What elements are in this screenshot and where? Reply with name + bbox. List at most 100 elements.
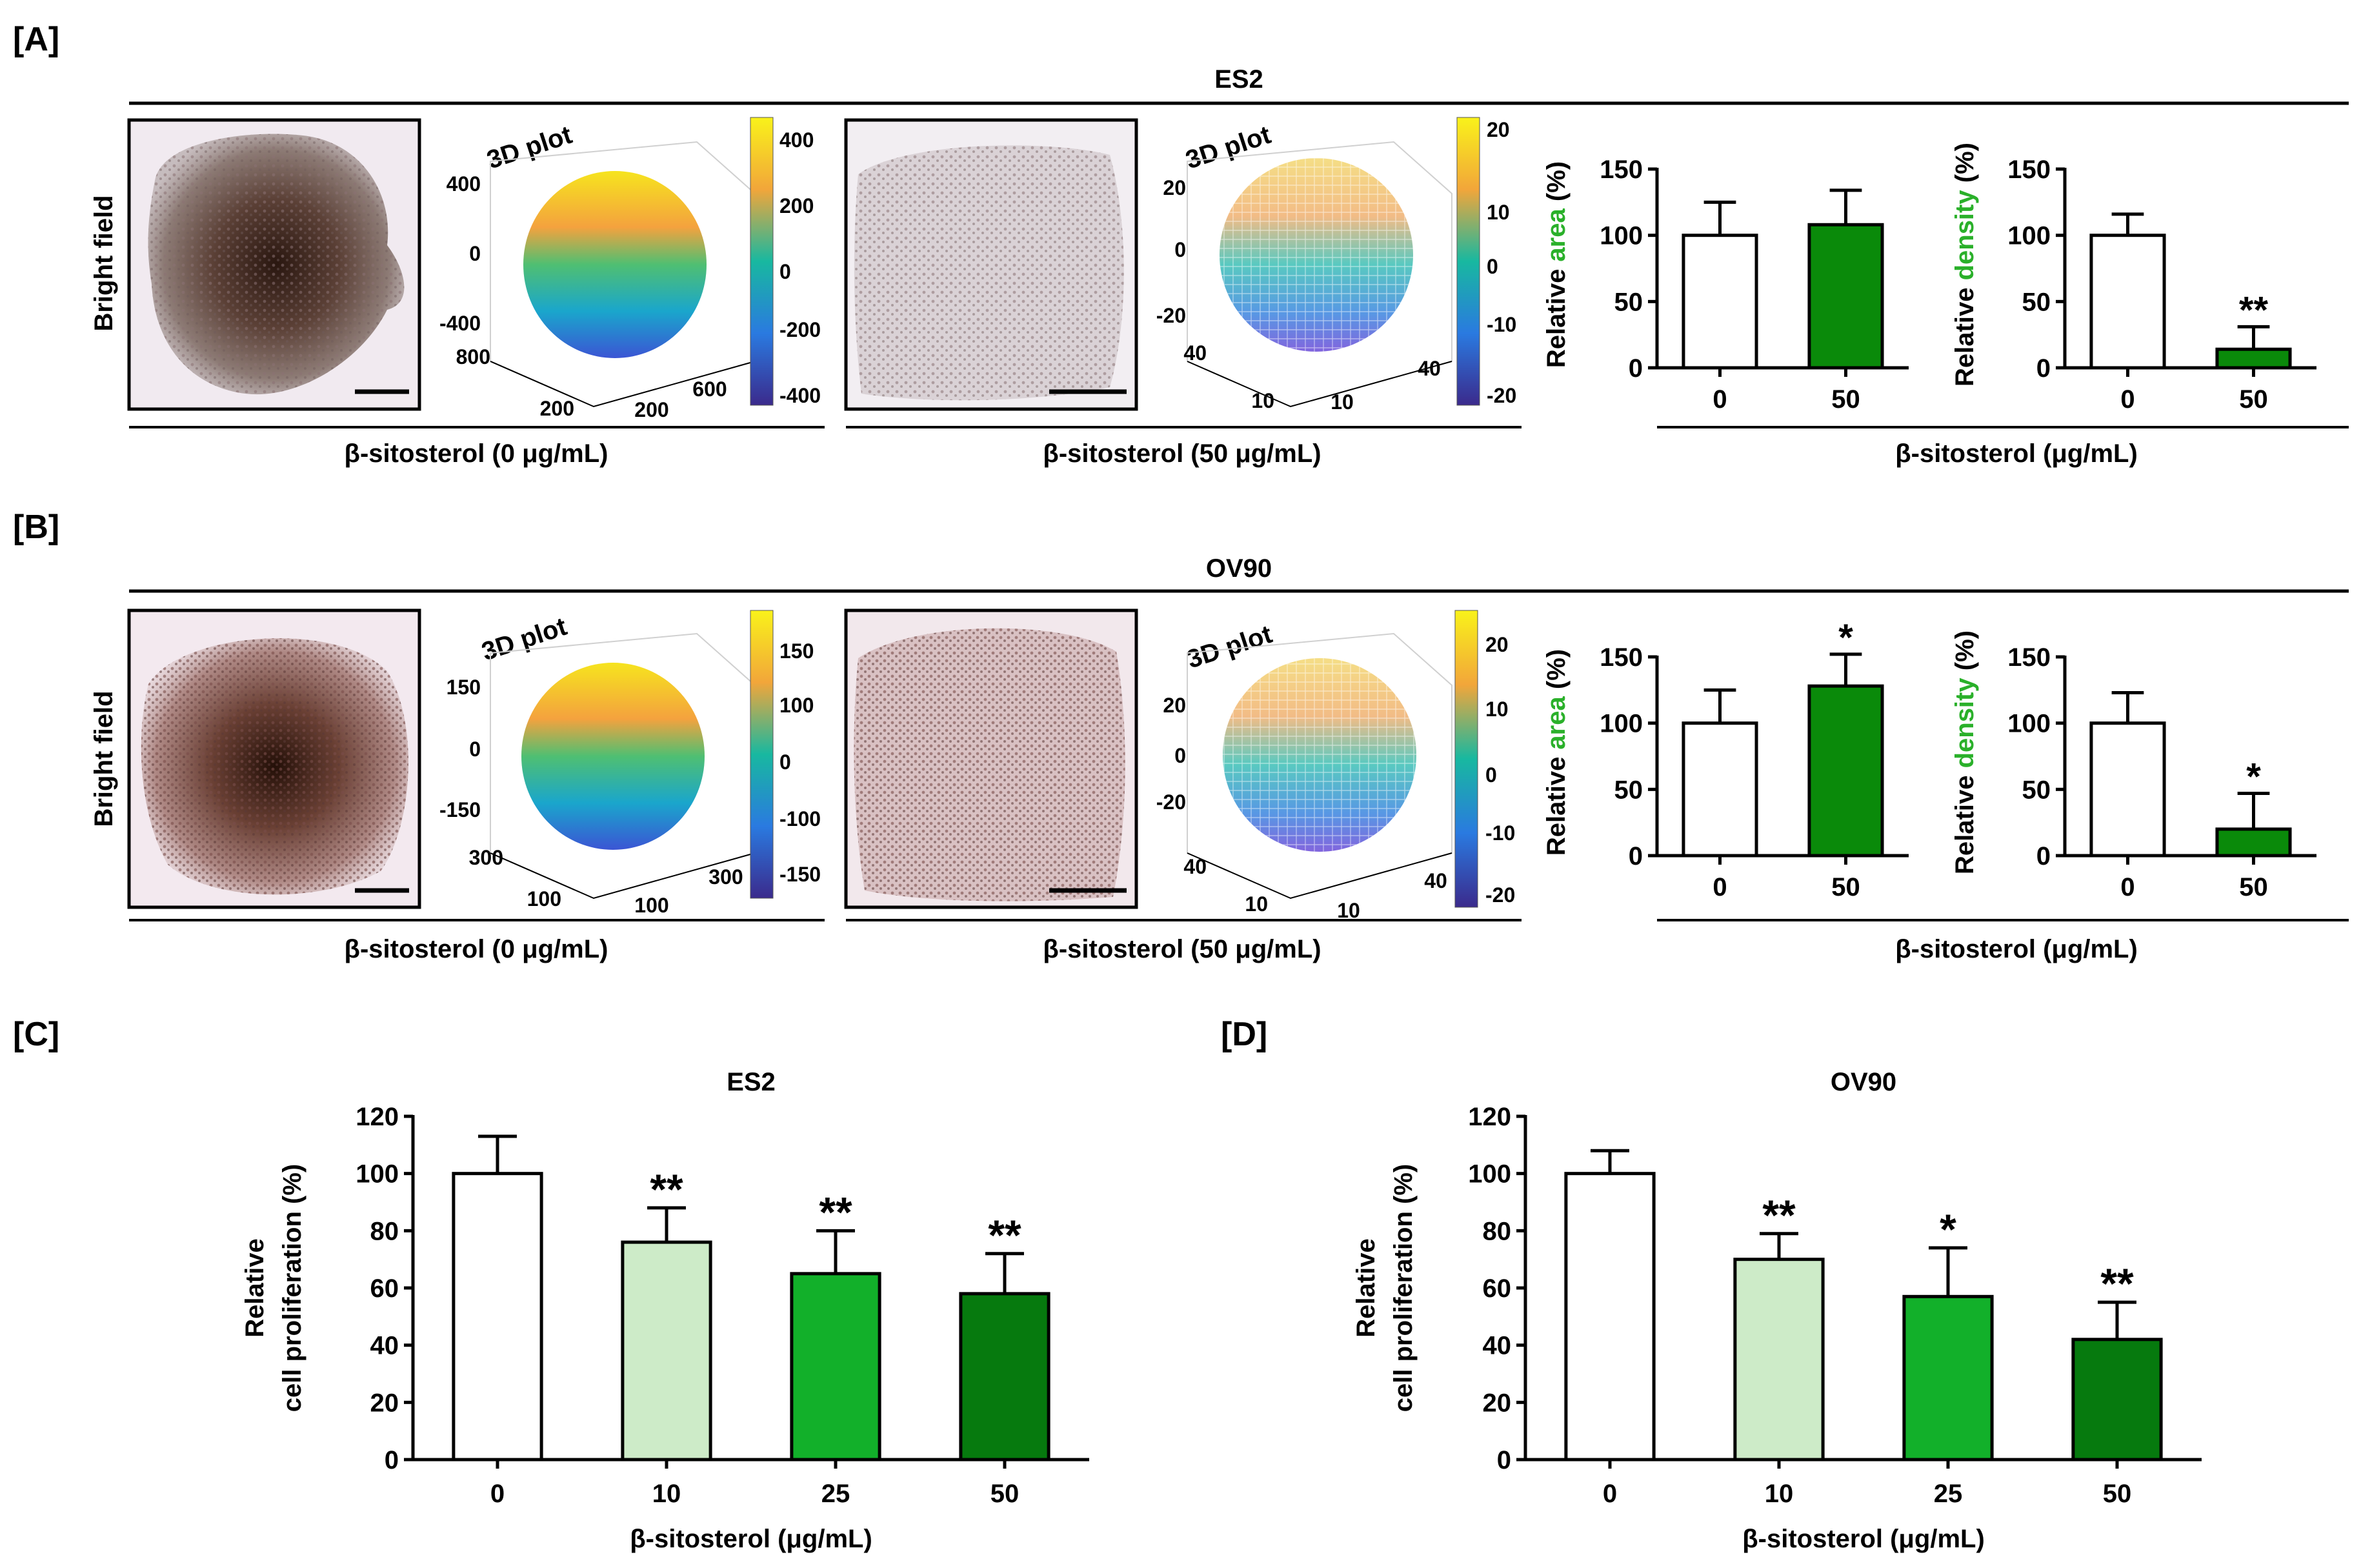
- x-tick: 10: [1337, 899, 1360, 922]
- significance-label: **: [2100, 1260, 2134, 1307]
- z-tick: -400: [439, 312, 481, 335]
- x-tick-label: 25: [1934, 1480, 1963, 1508]
- caption-50: β-sitosterol (50 μg/mL): [1043, 935, 1321, 963]
- y-tick-label: 60: [1483, 1274, 1512, 1303]
- bar: [2215, 347, 2292, 370]
- panel-d: [D] 0 20 40 60 80 100 120 0 10 ** 25 * 50 ** OV90 β-sit…: [1221, 1016, 2202, 1553]
- bar: [2071, 1338, 2163, 1462]
- x-tick-label: 10: [652, 1480, 681, 1508]
- colorbar: [1454, 610, 1478, 908]
- y-tick-label: 100: [1600, 710, 1643, 738]
- y-tick-label: 20: [1483, 1389, 1512, 1417]
- z-tick: 0: [1174, 744, 1186, 767]
- plot-title: 3D plot: [483, 121, 576, 175]
- z-tick: -150: [439, 798, 481, 821]
- colorbar-tick: 20: [1487, 118, 1510, 141]
- z-tick: 0: [469, 738, 481, 761]
- chart-xlabel: β-sitosterol (μg/mL): [1742, 1525, 1985, 1553]
- x-tick-label: 50: [1831, 385, 1860, 414]
- y-tick-label: 120: [356, 1103, 399, 1131]
- y-tick-label: 150: [1600, 643, 1643, 672]
- y-tick-label: 0: [1497, 1446, 1511, 1474]
- y-tick-label: 0: [2036, 842, 2051, 870]
- panel-a: [A] ES2 Bright field 3D plot 400 0 -400 …: [13, 21, 2349, 468]
- bar: [452, 1172, 543, 1462]
- y-tick: 40: [1183, 341, 1207, 365]
- y-tick: 800: [456, 345, 490, 368]
- x-tick-label: 50: [2103, 1480, 2132, 1508]
- colorbar: [1456, 117, 1480, 406]
- significance-label: **: [819, 1188, 852, 1236]
- y-tick: 300: [469, 846, 503, 869]
- z-tick: 400: [447, 172, 481, 196]
- colorbar-tick: 150: [779, 639, 814, 663]
- colorbar-tick: -400: [779, 384, 821, 407]
- colorbar-tick: 100: [779, 694, 814, 717]
- y-tick: 200: [540, 397, 574, 420]
- colorbar-tick: -10: [1485, 821, 1515, 845]
- colorbar-tick: 0: [779, 260, 791, 283]
- y-tick-label: 20: [370, 1389, 399, 1417]
- bar-chart-density-b: 0 50 100 150 0 50 *: [2007, 643, 2316, 901]
- significance-label: **: [2239, 289, 2269, 331]
- ylabel-density-b: Relative density (%): [1951, 630, 1979, 874]
- brightfield-image-50: [844, 608, 1138, 909]
- bar: [2089, 721, 2166, 858]
- colorbar-tick: -200: [779, 318, 821, 341]
- colorbar-tick: -10: [1487, 313, 1516, 336]
- y-tick-label: 40: [1483, 1332, 1512, 1360]
- y-tick-label: 0: [385, 1446, 399, 1474]
- y-tick-label: 50: [2022, 776, 2051, 804]
- x-tick-label: 10: [1765, 1480, 1794, 1508]
- bar: [621, 1240, 712, 1462]
- panel-a-tag: [A]: [13, 21, 59, 58]
- bar: [959, 1292, 1050, 1462]
- y-tick-label: 150: [2007, 156, 2051, 184]
- plot-title: 3D plot: [1183, 620, 1276, 674]
- panel-b: [B] OV90 Bright field 3D plot 150 0 -150…: [13, 508, 2349, 963]
- y-tick: 40: [1183, 855, 1207, 878]
- x-tick-label: 0: [2120, 873, 2135, 901]
- x-tick: 40: [1418, 357, 1441, 380]
- surface-sphere: [523, 171, 707, 358]
- colorbar-tick: 200: [779, 194, 814, 217]
- x-tick-label: 50: [1831, 873, 1860, 901]
- bar-axis-title-b: β-sitosterol (μg/mL): [1895, 935, 2138, 963]
- x-tick: 200: [634, 398, 668, 421]
- 3d-plot-0: 3D plot 400 0 -400 800 200 200 600 400 2…: [439, 117, 821, 421]
- y-tick-label: 0: [1629, 842, 1643, 870]
- ylabel-density-a: Relative density (%): [1951, 143, 1979, 387]
- bar: [1807, 684, 1884, 858]
- significance-label: **: [988, 1211, 1021, 1259]
- colorbar-tick: -20: [1485, 883, 1515, 907]
- colorbar-tick: -100: [779, 807, 821, 830]
- significance-label: *: [1838, 617, 1853, 659]
- y-tick-label: 100: [2007, 710, 2051, 738]
- bar: [1807, 223, 1884, 370]
- bar-chart-proliferation-es2: 0 20 40 60 80 100 120 0 10 ** 25 ** 50 ** ES2 β-sitoste…: [356, 1068, 1089, 1553]
- panel-d-tag: [D]: [1221, 1016, 1267, 1053]
- x-tick: 100: [634, 894, 668, 917]
- panel-b-row-label: Bright field: [90, 690, 118, 827]
- brightfield-image-0: [127, 608, 421, 909]
- x-tick: 300: [708, 865, 743, 889]
- panel-b-tag: [B]: [13, 508, 59, 546]
- z-tick: 20: [1163, 694, 1186, 717]
- bar: [1733, 1258, 1825, 1462]
- z-tick: 20: [1163, 176, 1186, 199]
- colorbar-tick: -20: [1487, 384, 1516, 407]
- panel-a-row-label: Bright field: [90, 195, 118, 331]
- y-tick-label: 150: [2007, 643, 2051, 672]
- y-tick-label: 50: [2022, 288, 2051, 316]
- bar: [1902, 1294, 1994, 1462]
- y-tick-label: 80: [1483, 1217, 1512, 1245]
- x-tick-label: 25: [821, 1480, 850, 1508]
- caption-0: β-sitosterol (0 μg/mL): [345, 439, 608, 468]
- significance-label: **: [650, 1165, 683, 1213]
- x-tick-label: 0: [1603, 1480, 1617, 1508]
- panel-c-tag: [C]: [13, 1016, 59, 1053]
- y-tick: 100: [527, 887, 561, 910]
- y-tick-label: 100: [2007, 222, 2051, 250]
- chart-xlabel: β-sitosterol (μg/mL): [630, 1525, 872, 1553]
